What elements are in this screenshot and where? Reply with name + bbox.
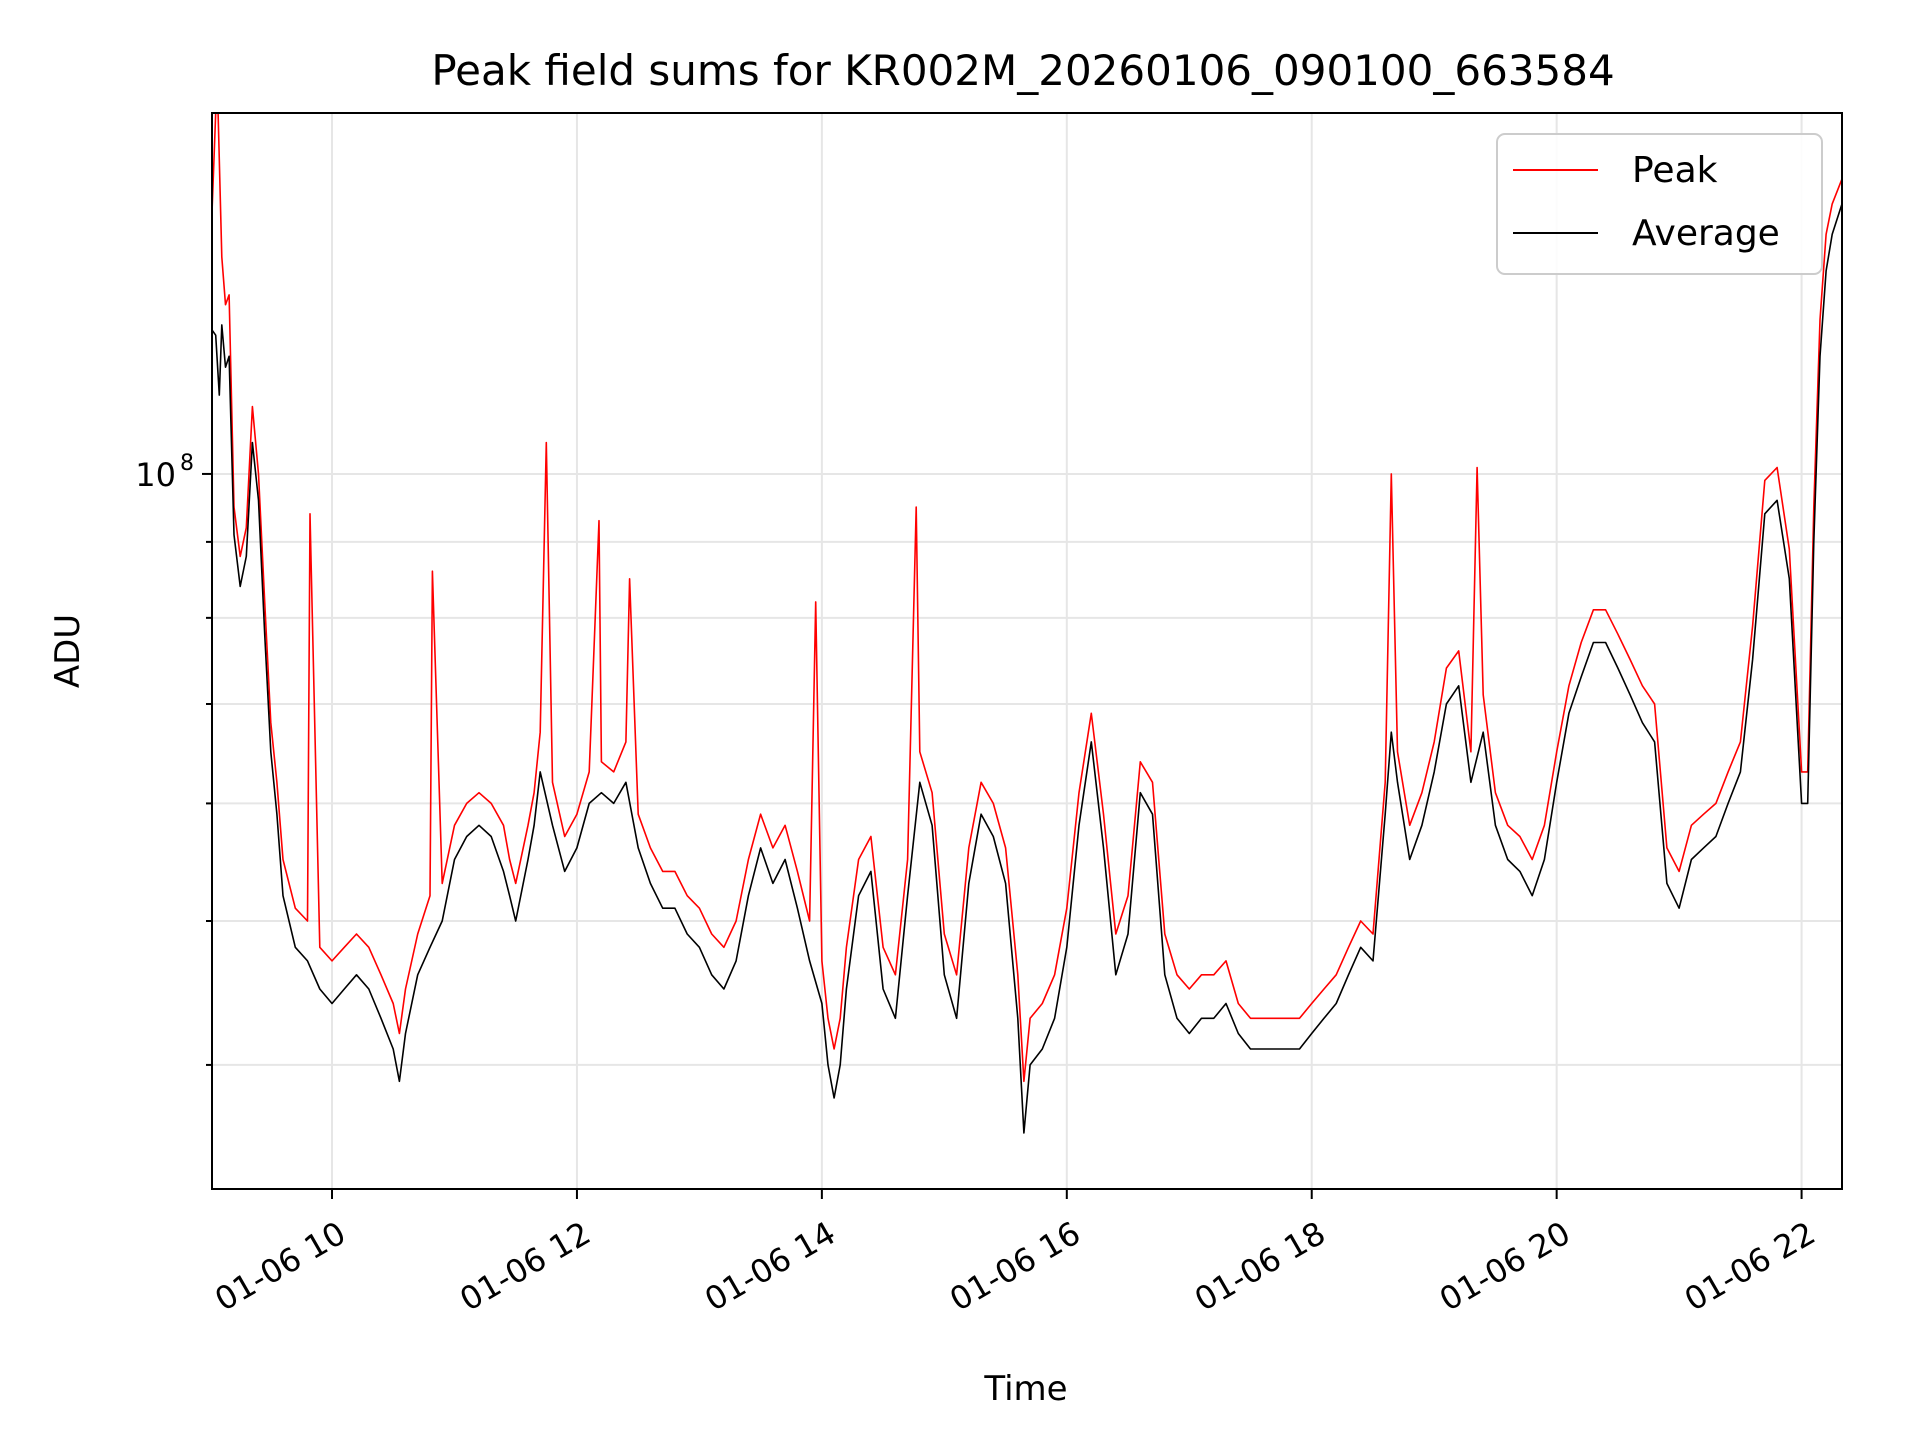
series-peak-line [212,113,1842,1083]
y-axis-label: ADU [48,614,88,688]
plot-area [211,112,1843,1190]
legend-average-label: Average [1632,213,1780,254]
axes-frame [211,112,1843,1190]
legend: Peak Average [1496,133,1823,275]
y-axis: 10 8 [135,451,212,1066]
y-tick-label: 10 [135,456,176,494]
series-average-line [212,203,1842,1134]
y-tick-exponent: 8 [180,451,194,476]
grid [212,113,1842,1189]
legend-peak-label: Peak [1632,150,1718,191]
chart-title: Peak field sums for KR002M_20260106_0901… [431,46,1614,95]
series-layer [212,113,1842,1134]
x-axis-label: Time [983,1369,1067,1409]
